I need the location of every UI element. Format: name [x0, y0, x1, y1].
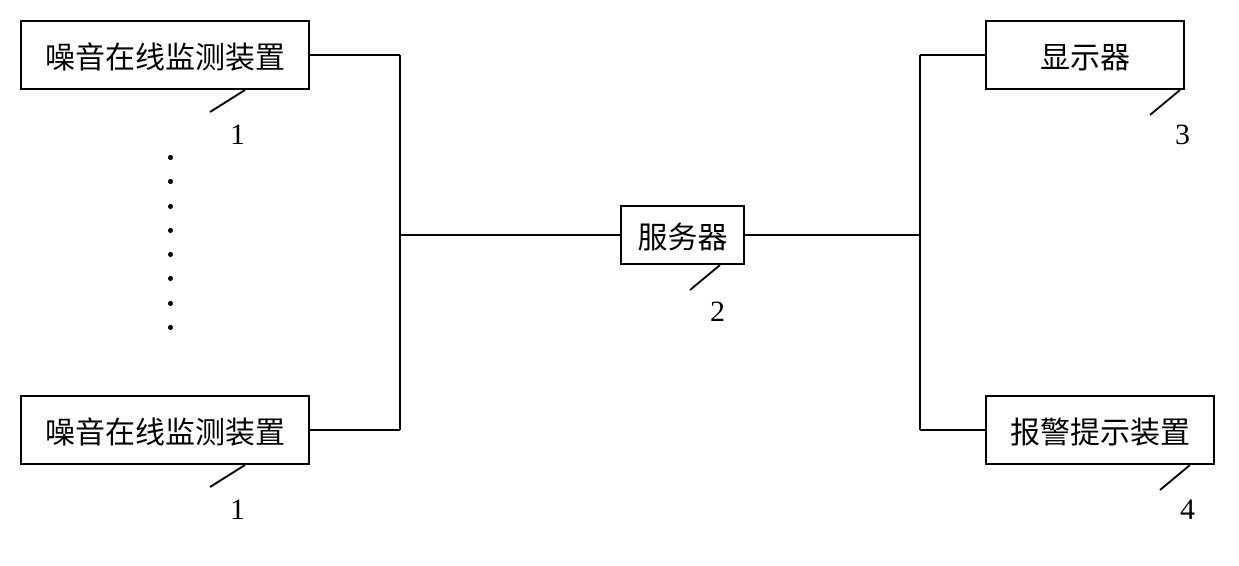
node-label: 显示器 — [1040, 33, 1130, 77]
ref-monitor-bot: 1 — [230, 493, 245, 527]
ref-display: 3 — [1175, 118, 1190, 152]
ref-alarm: 4 — [1180, 493, 1195, 527]
node-alarm: 报警提示装置 — [985, 395, 1215, 465]
ref-monitor-top: 1 — [230, 118, 245, 152]
node-label: 噪音在线监测装置 — [45, 408, 285, 452]
node-label: 噪音在线监测装置 — [45, 33, 285, 77]
node-monitor-top: 噪音在线监测装置 — [20, 20, 310, 90]
node-display: 显示器 — [985, 20, 1185, 90]
node-monitor-bot: 噪音在线监测装置 — [20, 395, 310, 465]
node-server: 服务器 — [620, 205, 745, 265]
ref-server: 2 — [710, 295, 725, 329]
ellipsis-vertical-icon — [168, 155, 173, 330]
node-label: 报警提示装置 — [1010, 408, 1190, 452]
node-label: 服务器 — [638, 213, 728, 257]
diagram-canvas: 噪音在线监测装置 1 噪音在线监测装置 1 服务器 2 显示器 3 报警提示装置… — [0, 0, 1239, 566]
